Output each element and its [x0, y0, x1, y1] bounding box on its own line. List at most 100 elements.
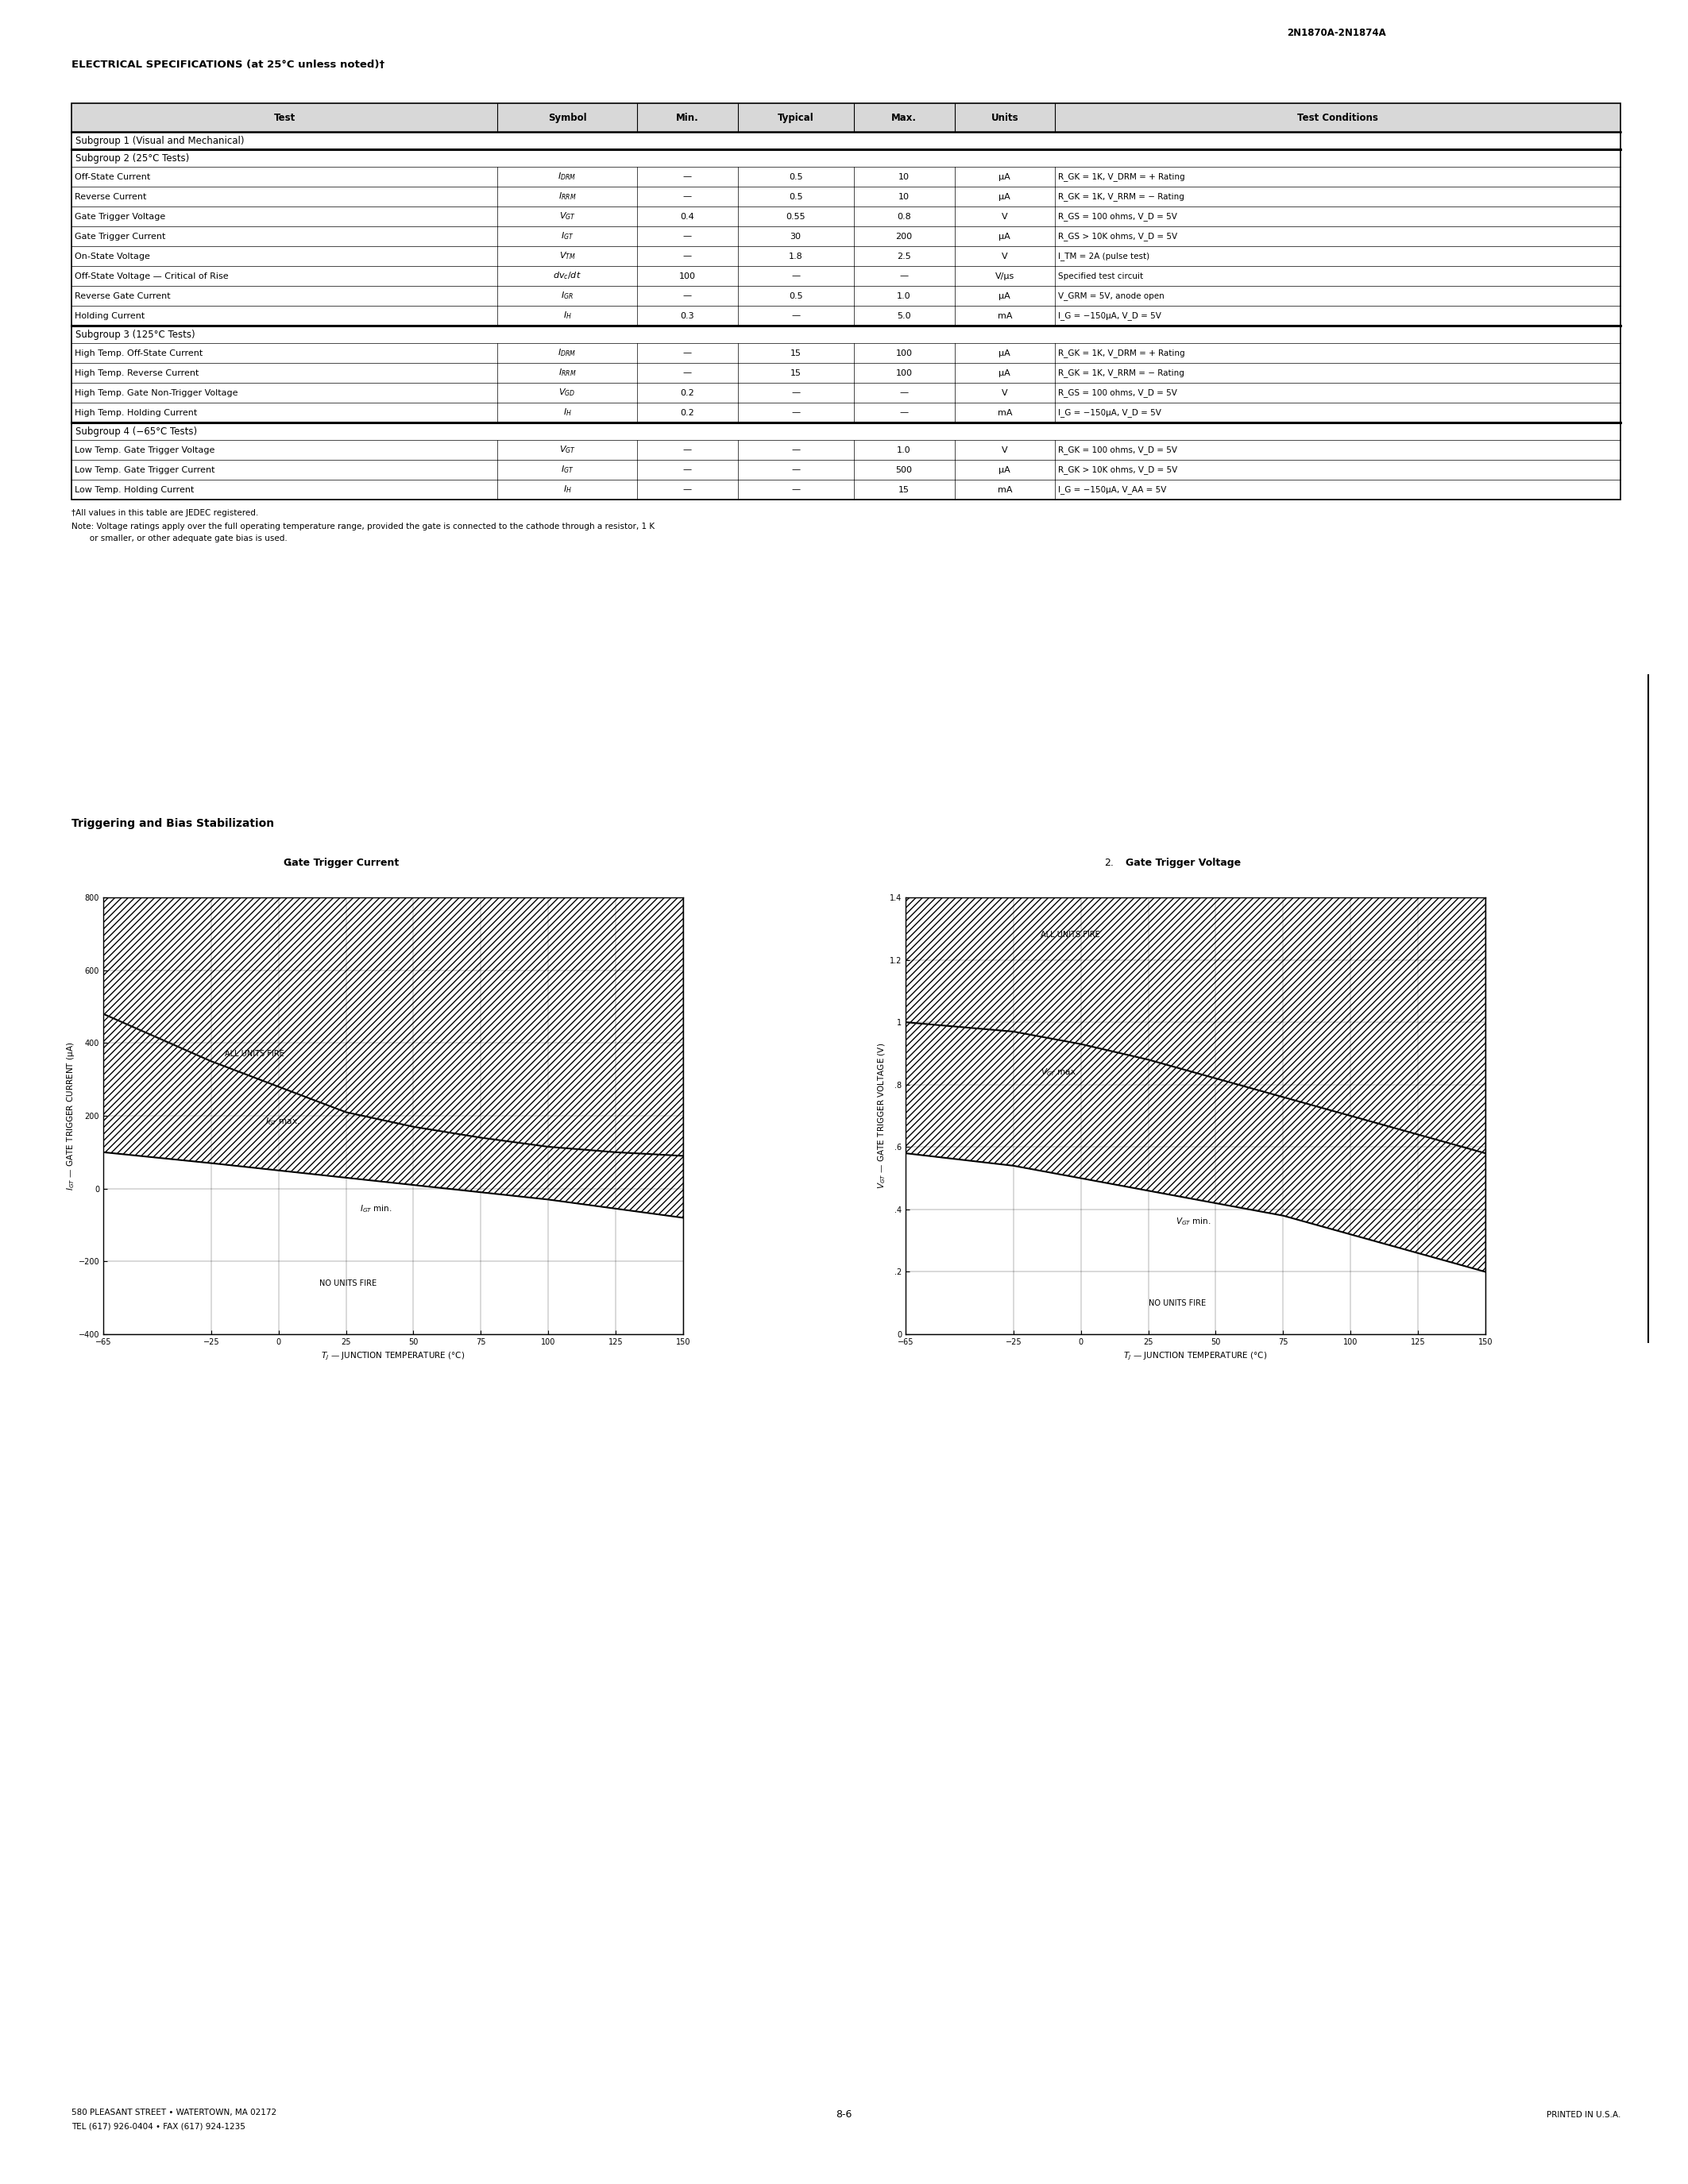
Text: —: —: [682, 232, 692, 240]
Text: $\mathit{V}_{GD}$: $\mathit{V}_{GD}$: [559, 387, 576, 397]
Text: $\mathit{I}_{GR}$: $\mathit{I}_{GR}$: [560, 290, 574, 301]
Text: 0.4: 0.4: [680, 212, 694, 221]
Y-axis label: $V_{GT}$ — GATE TRIGGER VOLTAGE (V): $V_{GT}$ — GATE TRIGGER VOLTAGE (V): [876, 1042, 888, 1188]
Text: 2.5: 2.5: [896, 251, 912, 260]
Text: —: —: [792, 485, 800, 494]
Text: V_GRM = 5V, anode open: V_GRM = 5V, anode open: [1058, 290, 1165, 299]
Text: Note: Voltage ratings apply over the full operating temperature range, provided : Note: Voltage ratings apply over the ful…: [71, 522, 655, 531]
Text: $\mathit{V}_{TM}$: $\mathit{V}_{TM}$: [559, 251, 576, 262]
Text: mA: mA: [998, 485, 1013, 494]
Text: R_GK = 1K, V_RRM = − Rating: R_GK = 1K, V_RRM = − Rating: [1058, 192, 1185, 201]
Text: High Temp. Gate Non-Trigger Voltage: High Temp. Gate Non-Trigger Voltage: [74, 389, 238, 397]
Text: †All values in this table are JEDEC registered.: †All values in this table are JEDEC regi…: [71, 509, 258, 518]
Text: V/μs: V/μs: [996, 273, 1014, 280]
Text: μA: μA: [999, 465, 1011, 474]
Text: $\mathit{I}_{DRM}$: $\mathit{I}_{DRM}$: [559, 170, 576, 181]
Text: or smaller, or other adequate gate bias is used.: or smaller, or other adequate gate bias …: [71, 535, 287, 542]
Text: 0.3: 0.3: [680, 312, 694, 319]
Text: Gate Trigger Voltage: Gate Trigger Voltage: [74, 212, 165, 221]
Text: 1.: 1.: [285, 858, 295, 867]
Text: 30: 30: [790, 232, 802, 240]
Text: I_G = −150μA, V_D = 5V: I_G = −150μA, V_D = 5V: [1058, 408, 1161, 417]
Text: Holding Current: Holding Current: [74, 312, 145, 319]
Text: Symbol: Symbol: [549, 111, 586, 122]
Text: 0.8: 0.8: [896, 212, 912, 221]
Text: —: —: [792, 312, 800, 319]
Text: —: —: [792, 446, 800, 454]
Text: 15: 15: [898, 485, 910, 494]
Text: —: —: [682, 192, 692, 201]
Text: —: —: [900, 389, 908, 397]
Text: —: —: [792, 389, 800, 397]
Text: μA: μA: [999, 293, 1011, 299]
Text: R_GK > 10K ohms, V_D = 5V: R_GK > 10K ohms, V_D = 5V: [1058, 465, 1178, 474]
Text: 0.2: 0.2: [680, 389, 694, 397]
Text: ALL UNITS FIRE: ALL UNITS FIRE: [225, 1051, 284, 1057]
Text: 100: 100: [679, 273, 695, 280]
Text: 0.2: 0.2: [680, 408, 694, 417]
X-axis label: $T_J$ — JUNCTION TEMPERATURE (°C): $T_J$ — JUNCTION TEMPERATURE (°C): [1124, 1350, 1268, 1363]
Text: Units: Units: [991, 111, 1018, 122]
Text: TEL (617) 926-0404 • FAX (617) 924-1235: TEL (617) 926-0404 • FAX (617) 924-1235: [71, 2123, 245, 2129]
Text: R_GK = 1K, V_DRM = + Rating: R_GK = 1K, V_DRM = + Rating: [1058, 173, 1185, 181]
Text: 2.: 2.: [1104, 858, 1114, 867]
Text: Reverse Gate Current: Reverse Gate Current: [74, 293, 170, 299]
Text: $\mathit{I}_{DRM}$: $\mathit{I}_{DRM}$: [559, 347, 576, 358]
Text: High Temp. Reverse Current: High Temp. Reverse Current: [74, 369, 199, 378]
Text: PRINTED IN U.S.A.: PRINTED IN U.S.A.: [1546, 2112, 1620, 2118]
Text: NO UNITS FIRE: NO UNITS FIRE: [319, 1280, 376, 1286]
Text: On-State Voltage: On-State Voltage: [74, 251, 150, 260]
Text: NO UNITS FIRE: NO UNITS FIRE: [1148, 1299, 1205, 1306]
Text: Low Temp. Holding Current: Low Temp. Holding Current: [74, 485, 194, 494]
Text: Reverse Current: Reverse Current: [74, 192, 147, 201]
Text: $\mathit{I}_{GT}$: $\mathit{I}_{GT}$: [560, 232, 574, 242]
Text: —: —: [682, 349, 692, 356]
Text: Gate Trigger Current: Gate Trigger Current: [284, 858, 400, 867]
Text: Low Temp. Gate Trigger Current: Low Temp. Gate Trigger Current: [74, 465, 214, 474]
Text: $\mathit{I}_H$: $\mathit{I}_H$: [562, 485, 572, 496]
Text: $I_{GT}$ min.: $I_{GT}$ min.: [360, 1203, 392, 1214]
Text: R_GS > 10K ohms, V_D = 5V: R_GS > 10K ohms, V_D = 5V: [1058, 232, 1178, 240]
Text: $\mathit{I}_{GT}$: $\mathit{I}_{GT}$: [560, 465, 574, 476]
Text: Off-State Current: Off-State Current: [74, 173, 150, 181]
Text: —: —: [682, 293, 692, 299]
Text: —: —: [792, 465, 800, 474]
Text: μA: μA: [999, 232, 1011, 240]
Text: μA: μA: [999, 349, 1011, 356]
Text: Gate Trigger Current: Gate Trigger Current: [74, 232, 165, 240]
Text: R_GS = 100 ohms, V_D = 5V: R_GS = 100 ohms, V_D = 5V: [1058, 212, 1177, 221]
Text: V: V: [1001, 212, 1008, 221]
Text: Test: Test: [273, 111, 295, 122]
Text: mA: mA: [998, 408, 1013, 417]
Text: Triggering and Bias Stabilization: Triggering and Bias Stabilization: [71, 819, 273, 830]
Text: 0.55: 0.55: [787, 212, 805, 221]
Text: V: V: [1001, 251, 1008, 260]
Text: ALL UNITS FIRE: ALL UNITS FIRE: [1040, 930, 1101, 939]
Text: Subgroup 2 (25°C Tests): Subgroup 2 (25°C Tests): [76, 153, 189, 164]
Text: Min.: Min.: [675, 111, 699, 122]
Text: Subgroup 4 (−65°C Tests): Subgroup 4 (−65°C Tests): [76, 426, 197, 437]
Text: —: —: [682, 369, 692, 378]
Text: 8-6: 8-6: [836, 2110, 852, 2121]
Text: 100: 100: [896, 369, 913, 378]
X-axis label: $T_J$ — JUNCTION TEMPERATURE (°C): $T_J$ — JUNCTION TEMPERATURE (°C): [321, 1350, 466, 1363]
Text: Gate Trigger Voltage: Gate Trigger Voltage: [1126, 858, 1241, 867]
Text: —: —: [682, 485, 692, 494]
Text: High Temp. Holding Current: High Temp. Holding Current: [74, 408, 197, 417]
Text: $\mathit{V}_{GT}$: $\mathit{V}_{GT}$: [559, 443, 576, 456]
Text: $\mathit{I}_H$: $\mathit{I}_H$: [562, 310, 572, 321]
Text: 15: 15: [790, 369, 802, 378]
Text: 5.0: 5.0: [896, 312, 912, 319]
Text: 100: 100: [896, 349, 913, 356]
Text: 1.0: 1.0: [896, 293, 912, 299]
Text: μA: μA: [999, 369, 1011, 378]
Text: —: —: [792, 408, 800, 417]
Text: V: V: [1001, 389, 1008, 397]
Text: —: —: [682, 251, 692, 260]
Text: I_G = −150μA, V_D = 5V: I_G = −150μA, V_D = 5V: [1058, 312, 1161, 321]
Text: $\mathit{I}_H$: $\mathit{I}_H$: [562, 406, 572, 417]
Text: $\mathit{I}_{RRM}$: $\mathit{I}_{RRM}$: [559, 367, 576, 378]
Text: 2N1870A-2N1874A: 2N1870A-2N1874A: [1286, 28, 1386, 37]
Bar: [71, 103, 1620, 500]
Text: Specified test circuit: Specified test circuit: [1058, 273, 1143, 280]
